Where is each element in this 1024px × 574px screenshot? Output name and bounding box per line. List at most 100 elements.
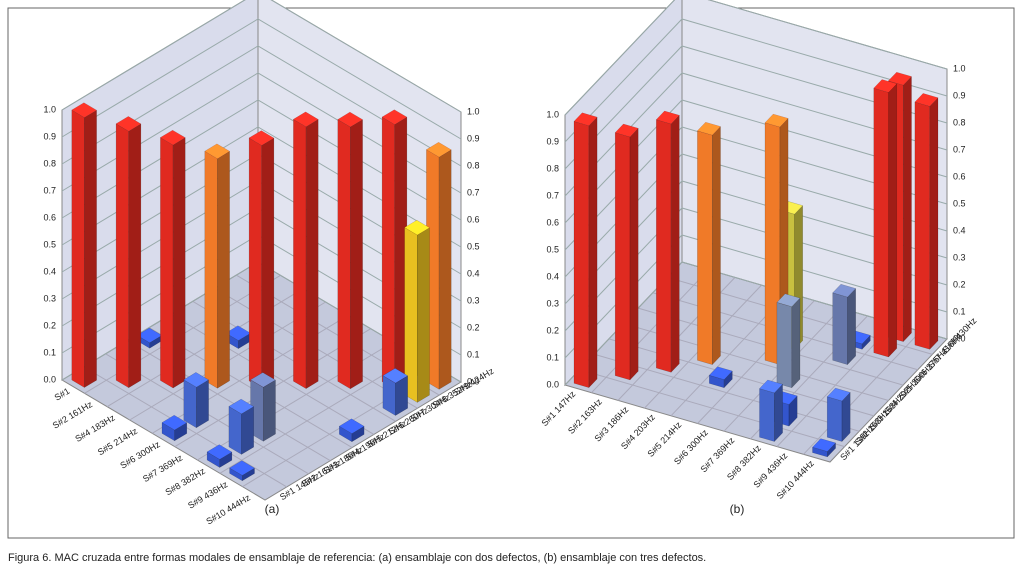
bar-face — [629, 127, 639, 381]
bar-top — [159, 129, 186, 146]
grid-line — [564, 180, 948, 305]
grid-line — [564, 18, 948, 143]
bar-face — [697, 130, 713, 365]
bar — [161, 414, 188, 442]
z-tick-label: 0.4 — [467, 268, 480, 278]
z-tick-label: 0.6 — [546, 217, 559, 227]
bar — [115, 116, 142, 389]
bar — [573, 112, 598, 389]
bar-face — [381, 116, 395, 390]
bar — [381, 109, 408, 390]
bar-face — [888, 83, 898, 358]
bar-face — [588, 116, 598, 389]
bar — [655, 110, 680, 373]
bar-face — [903, 75, 912, 343]
grid-line — [61, 0, 462, 113]
z-tick-label: 0.8 — [43, 158, 56, 168]
bar-top — [337, 111, 364, 128]
grid-line — [564, 126, 948, 251]
bar-face — [241, 406, 254, 455]
bar — [183, 372, 210, 429]
bar-face — [438, 149, 452, 390]
bar-face — [573, 121, 590, 388]
bar-face — [71, 109, 85, 388]
z-tick-label: 0.5 — [546, 244, 559, 254]
bar-face — [614, 132, 631, 381]
z-tick-label: 0.6 — [43, 212, 56, 222]
bar — [71, 102, 98, 388]
bar-face — [929, 97, 939, 350]
bar-face — [196, 379, 209, 429]
bar — [776, 293, 801, 389]
bar-top — [183, 372, 210, 388]
z-tick-label: 0.9 — [43, 131, 56, 141]
bar-top — [71, 102, 98, 118]
z-tick-label: 0.3 — [467, 295, 480, 305]
z-tick-label: 0.8 — [467, 160, 480, 170]
z-tick-label: 0.4 — [546, 271, 559, 281]
bar-top — [381, 109, 408, 125]
bar-face — [248, 137, 262, 389]
panel-label: (a) — [265, 502, 280, 516]
z-tick-label: 0.3 — [546, 298, 559, 308]
bar-top — [759, 379, 784, 394]
bar-face — [873, 87, 889, 358]
bar-top — [776, 293, 801, 307]
bar-top — [826, 387, 851, 402]
bar — [404, 219, 430, 403]
z-tick-label: 0.7 — [953, 144, 966, 154]
bar — [382, 368, 409, 416]
bar-face — [417, 227, 430, 403]
z-tick-label: 0.2 — [467, 322, 480, 332]
bar-top — [655, 110, 680, 125]
grid-line — [61, 18, 462, 140]
z-tick-label: 0.4 — [953, 225, 966, 235]
bar-face — [847, 287, 856, 366]
z-tick-label: 0.5 — [953, 198, 966, 208]
bar — [696, 121, 721, 366]
z-tick-label: 0.0 — [546, 379, 559, 389]
bar-face — [774, 383, 783, 443]
z-tick-label: 0.2 — [546, 325, 559, 335]
bar-top — [887, 71, 912, 86]
bar — [708, 366, 733, 389]
bar — [873, 79, 898, 358]
bar-face — [914, 101, 931, 350]
z-tick-label: 0.0 — [953, 333, 966, 343]
bar-top — [696, 121, 721, 136]
bar-face — [293, 118, 307, 390]
bar-top — [708, 366, 733, 380]
caption: Figura 6. MAC cruzada entre formas modal… — [8, 552, 706, 564]
z-tick-label: 0.7 — [467, 187, 480, 197]
z-tick-label: 0.9 — [467, 133, 480, 143]
grid-line — [564, 234, 948, 359]
grid-line — [564, 207, 948, 332]
z-tick-label: 0.0 — [467, 376, 480, 386]
bar-face — [656, 119, 672, 373]
bar — [159, 129, 186, 389]
bar-top — [292, 111, 319, 127]
z-tick-label: 0.3 — [953, 252, 966, 262]
panel-label: (b) — [730, 502, 745, 516]
bar-face — [160, 137, 174, 389]
z-tick-label: 0.7 — [546, 190, 559, 200]
bar — [228, 398, 255, 455]
z-tick-label: 0.1 — [546, 352, 559, 362]
bar — [832, 283, 857, 366]
bar — [204, 143, 231, 389]
bar-face — [183, 379, 197, 429]
z-tick-label: 0.9 — [546, 136, 559, 146]
bar-face — [776, 302, 793, 389]
z-tick-label: 0.9 — [953, 90, 966, 100]
bar-face — [204, 150, 218, 389]
z-tick-label: 1.0 — [546, 109, 559, 119]
z-tick-label: 0.0 — [43, 374, 56, 384]
z-tick-label: 0.2 — [953, 279, 966, 289]
z-tick-label: 0.1 — [467, 349, 480, 359]
bar-face — [832, 292, 848, 365]
bar-face — [759, 388, 775, 442]
bar-top — [425, 142, 452, 158]
bar-top — [614, 123, 639, 138]
bar-top — [812, 438, 837, 452]
